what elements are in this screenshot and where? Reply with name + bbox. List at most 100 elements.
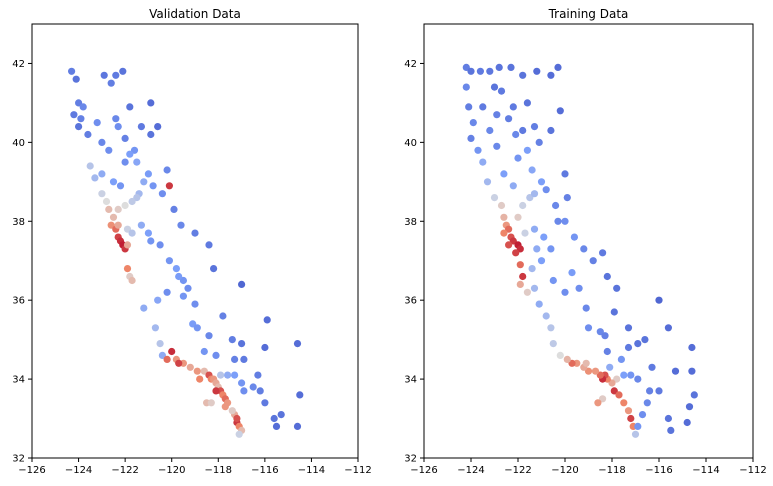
validation-point <box>277 411 285 419</box>
validation-point <box>224 371 232 379</box>
validation-axes-frame <box>31 23 359 459</box>
training-y-tick-label: 34 <box>404 375 417 386</box>
validation-point <box>154 123 162 131</box>
training-y-tick-label: 36 <box>404 296 417 307</box>
validation-point <box>177 221 185 229</box>
validation-point <box>191 300 199 308</box>
validation-point <box>154 296 162 304</box>
validation-point <box>147 237 155 245</box>
validation-point <box>179 292 187 300</box>
training-point <box>688 343 696 352</box>
training-point <box>591 367 600 375</box>
training-point <box>523 146 532 154</box>
training-point <box>624 324 633 332</box>
validation-point <box>121 158 129 166</box>
training-point <box>533 67 541 75</box>
validation-x-tick-label: −118 <box>205 465 232 476</box>
validation-point <box>158 190 166 198</box>
validation-point <box>109 213 118 221</box>
training-point <box>554 217 562 225</box>
training-x-tick-label: −126 <box>410 465 437 476</box>
training-point <box>664 414 673 423</box>
training-point <box>535 300 543 308</box>
validation-point <box>228 336 236 344</box>
validation-point <box>165 257 173 265</box>
validation-point <box>98 190 106 198</box>
validation-point <box>235 430 243 438</box>
training-point <box>512 249 520 257</box>
validation-point <box>272 422 281 430</box>
training-point <box>547 324 555 332</box>
training-point <box>615 391 623 399</box>
training-point <box>476 67 484 75</box>
training-point <box>634 422 642 430</box>
training-point <box>493 142 501 150</box>
validation-point <box>121 134 129 142</box>
training-point <box>667 426 675 434</box>
validation-point <box>296 391 304 399</box>
validation-point <box>186 363 194 371</box>
validation-point <box>172 265 180 273</box>
training-point <box>599 249 607 257</box>
training-point <box>599 395 607 403</box>
validation-x-tick-label: −126 <box>18 465 45 476</box>
training-point <box>580 245 588 253</box>
training-point <box>549 340 557 348</box>
validation-point <box>123 241 132 249</box>
training-point <box>634 340 642 348</box>
validation-point <box>102 197 111 206</box>
training-point <box>627 414 635 423</box>
training-point <box>537 178 546 186</box>
validation-point <box>119 67 127 75</box>
training-point <box>617 355 626 363</box>
training-point <box>530 123 539 131</box>
training-point <box>495 63 503 71</box>
validation-point <box>219 312 227 320</box>
validation-point <box>261 399 269 407</box>
validation-point <box>116 182 125 190</box>
training-axes-frame <box>423 23 754 459</box>
training-point <box>606 363 614 371</box>
validation-point <box>221 403 229 411</box>
training-point <box>554 63 562 71</box>
training-point <box>631 430 640 438</box>
training-point <box>596 328 604 336</box>
training-point <box>509 103 517 111</box>
training-point <box>688 367 696 375</box>
validation-point <box>228 407 236 415</box>
training-y-tick-label: 38 <box>404 217 417 228</box>
validation-point <box>293 340 302 348</box>
training-point <box>648 363 656 371</box>
validation-point <box>149 182 157 190</box>
training-point <box>610 387 618 395</box>
validation-point <box>147 99 155 107</box>
training-point <box>613 284 621 292</box>
validation-point <box>126 103 134 111</box>
training-point <box>516 280 524 288</box>
validation-point <box>140 304 148 312</box>
validation-point <box>137 221 145 229</box>
training-point <box>530 284 539 292</box>
validation-point <box>114 205 122 213</box>
training-point <box>561 288 569 296</box>
validation-point <box>193 324 201 332</box>
training-point <box>474 146 482 154</box>
validation-point <box>175 272 183 281</box>
validation-point <box>128 229 136 237</box>
training-x-tick-label: −112 <box>739 465 766 476</box>
validation-x-tick-label: −124 <box>65 465 92 476</box>
validation-point <box>163 166 171 174</box>
validation-point <box>231 371 239 379</box>
training-point <box>575 284 583 292</box>
training-y-tick-label: 42 <box>404 59 417 70</box>
validation-point <box>137 123 145 131</box>
training-point <box>500 213 508 221</box>
validation-point <box>233 414 241 423</box>
validation-point <box>163 355 171 363</box>
validation-point <box>270 414 278 423</box>
training-point <box>530 225 539 233</box>
validation-point <box>254 371 262 379</box>
training-point <box>601 332 609 340</box>
training-point <box>467 134 475 142</box>
training-point <box>479 158 487 166</box>
